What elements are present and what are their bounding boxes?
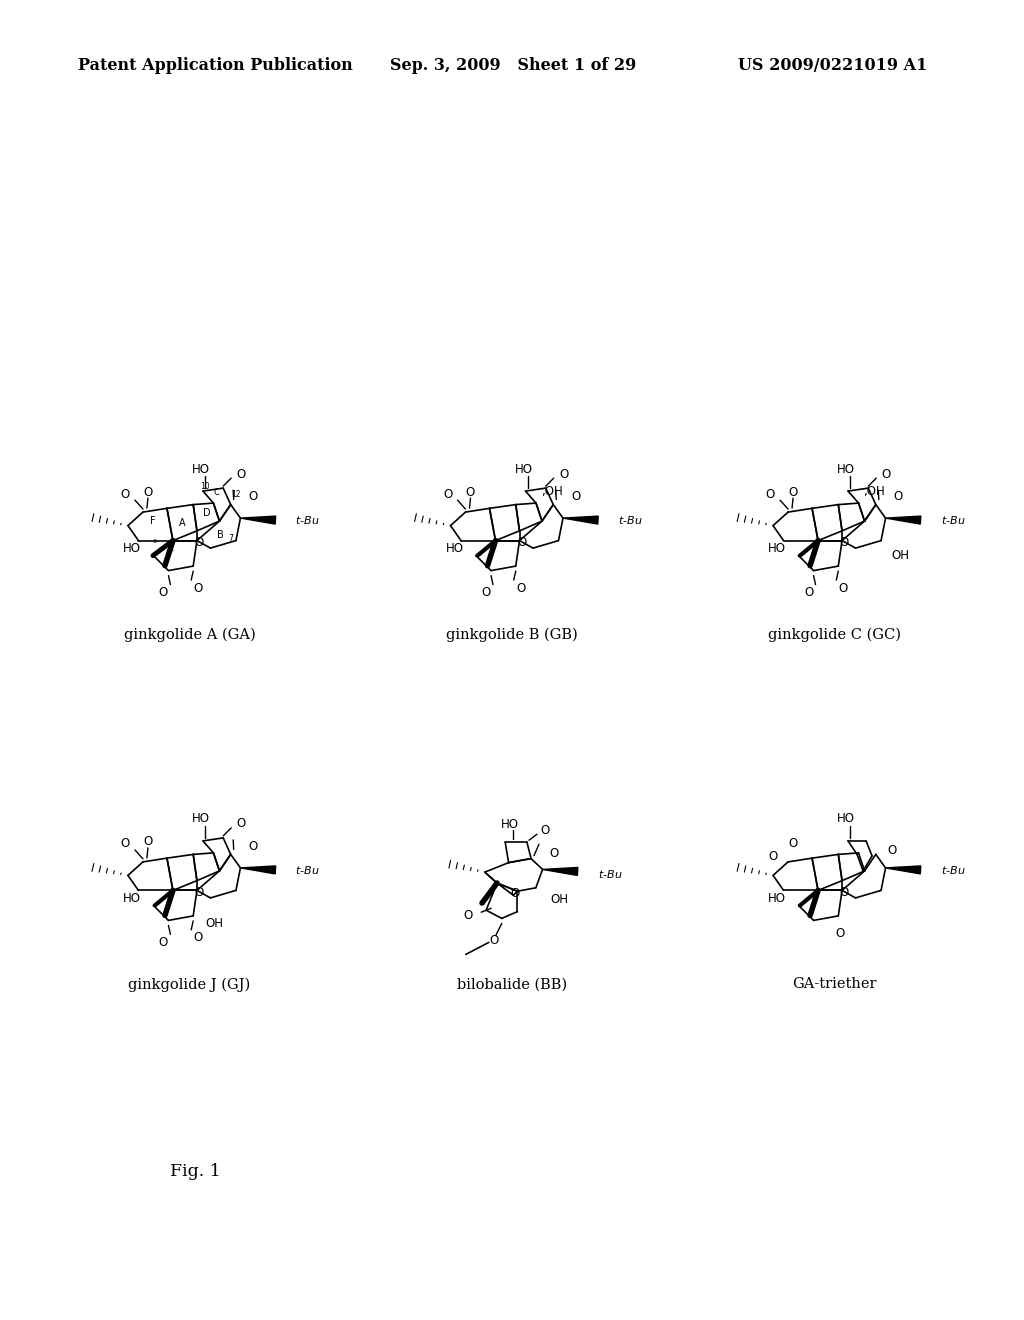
Text: O: O: [159, 586, 168, 599]
Text: $t$-Bu: $t$-Bu: [296, 863, 319, 876]
Polygon shape: [241, 516, 275, 524]
Text: OH: OH: [205, 917, 223, 931]
Text: O: O: [836, 928, 845, 940]
Text: O: O: [466, 486, 475, 499]
Text: O: O: [839, 582, 848, 594]
Text: HO: HO: [837, 812, 855, 825]
Text: O: O: [194, 932, 203, 944]
Text: O: O: [571, 490, 581, 503]
Text: O: O: [159, 936, 168, 949]
Text: F: F: [151, 516, 156, 525]
Text: Sep. 3, 2009   Sheet 1 of 29: Sep. 3, 2009 Sheet 1 of 29: [390, 57, 636, 74]
Text: $t$-Bu: $t$-Bu: [598, 869, 623, 880]
Text: Patent Application Publication: Patent Application Publication: [78, 57, 352, 74]
Text: HO: HO: [123, 892, 141, 906]
Text: O: O: [120, 487, 130, 500]
Text: Fig. 1: Fig. 1: [170, 1163, 221, 1180]
Text: O: O: [541, 824, 550, 837]
Text: HO: HO: [837, 462, 855, 475]
Text: A: A: [178, 519, 185, 528]
Text: 12: 12: [231, 490, 241, 499]
Text: OH: OH: [551, 894, 568, 907]
Polygon shape: [241, 866, 275, 874]
Text: ginkgolide A (GA): ginkgolide A (GA): [124, 627, 255, 642]
Text: O: O: [511, 887, 520, 900]
Polygon shape: [563, 516, 598, 524]
Text: O: O: [765, 487, 775, 500]
Text: O: O: [442, 487, 453, 500]
Text: O: O: [887, 845, 896, 858]
Text: $t$-Bu: $t$-Bu: [941, 863, 965, 876]
Polygon shape: [886, 866, 921, 874]
Text: GA-triether: GA-triether: [793, 977, 877, 991]
Text: ginkgolide C (GC): ginkgolide C (GC): [768, 627, 901, 642]
Text: HO: HO: [123, 543, 141, 556]
Text: HO: HO: [768, 892, 786, 906]
Text: O: O: [804, 586, 813, 599]
Text: O: O: [237, 817, 246, 830]
Text: O: O: [788, 486, 798, 499]
Text: ,OH: ,OH: [863, 484, 886, 498]
Text: O: O: [559, 467, 568, 480]
Text: $t$-Bu: $t$-Bu: [941, 513, 965, 527]
Text: bilobalide (BB): bilobalide (BB): [457, 977, 567, 991]
Text: O: O: [195, 886, 204, 899]
Text: HO: HO: [514, 462, 532, 475]
Text: $t$-Bu: $t$-Bu: [296, 513, 319, 527]
Text: O: O: [768, 850, 777, 863]
Text: 7: 7: [228, 533, 232, 543]
Text: $^3$: $^3$: [153, 539, 158, 546]
Text: O: O: [143, 836, 153, 849]
Text: O: O: [464, 908, 473, 921]
Text: O: O: [481, 586, 490, 599]
Text: O: O: [194, 582, 203, 594]
Text: ginkgolide B (GB): ginkgolide B (GB): [446, 627, 578, 642]
Text: C: C: [213, 487, 219, 496]
Text: O: O: [549, 847, 558, 861]
Polygon shape: [886, 516, 921, 524]
Text: 10: 10: [200, 482, 210, 491]
Text: ,OH: ,OH: [541, 484, 563, 498]
Text: O: O: [120, 837, 130, 850]
Text: US 2009/0221019 A1: US 2009/0221019 A1: [738, 57, 928, 74]
Text: O: O: [143, 486, 153, 499]
Text: O: O: [516, 582, 525, 594]
Text: HO: HO: [768, 543, 786, 556]
Text: O: O: [249, 840, 258, 853]
Text: HO: HO: [501, 817, 519, 830]
Polygon shape: [543, 867, 578, 875]
Text: D: D: [203, 508, 210, 517]
Text: O: O: [840, 886, 849, 899]
Text: O: O: [517, 536, 526, 549]
Text: O: O: [237, 467, 246, 480]
Text: B: B: [216, 529, 223, 540]
Text: O: O: [788, 837, 798, 850]
Text: HO: HO: [191, 462, 210, 475]
Text: O: O: [195, 536, 204, 549]
Text: E: E: [168, 543, 174, 553]
Text: O: O: [840, 536, 849, 549]
Text: ginkgolide J (GJ): ginkgolide J (GJ): [128, 977, 251, 991]
Text: O: O: [894, 490, 903, 503]
Text: $t$-Bu: $t$-Bu: [618, 513, 642, 527]
Text: OH: OH: [891, 549, 909, 562]
Text: HO: HO: [191, 812, 210, 825]
Text: O: O: [249, 490, 258, 503]
Text: HO: HO: [445, 543, 464, 556]
Text: O: O: [882, 467, 891, 480]
Text: O: O: [489, 935, 499, 946]
